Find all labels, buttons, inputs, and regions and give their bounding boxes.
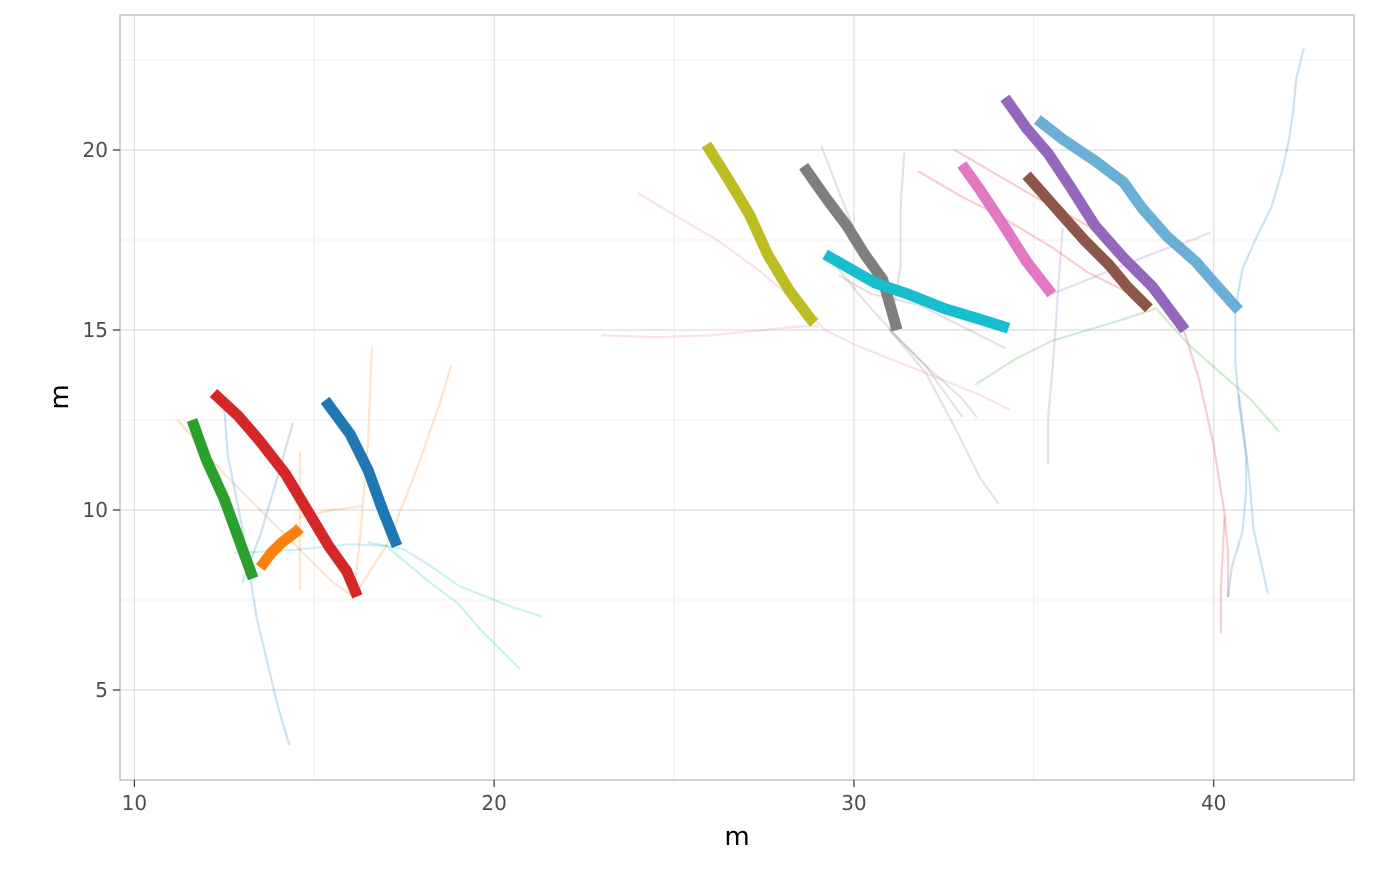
- background-trajectory-line: [385, 544, 521, 670]
- highlighted-trajectory-line: [957, 161, 1057, 298]
- panel-border: [119, 14, 1355, 781]
- y-axis-title: m: [45, 384, 75, 409]
- background-trajectory-line: [352, 346, 373, 598]
- highlighted-trajectory-line: [1022, 171, 1153, 313]
- x-axis-title: m: [724, 822, 749, 852]
- highlighted-trajectory-line: [799, 163, 903, 332]
- background-trajectory-line: [601, 325, 819, 339]
- y-tick-label: 10: [83, 498, 108, 522]
- x-tick-label: 30: [841, 791, 866, 815]
- major-gridlines: [120, 15, 1354, 780]
- y-tick-label: 20: [83, 138, 108, 162]
- x-tick-label: 40: [1201, 791, 1226, 815]
- highlighted-trajectory-line: [1000, 94, 1190, 334]
- background-trajectory-line: [1047, 228, 1064, 465]
- y-tick-label: 5: [95, 678, 108, 702]
- x-axis-ticks: 10 20 30 40: [122, 780, 1226, 815]
- highlighted-trajectory-line: [209, 388, 363, 599]
- y-tick-label: 15: [83, 318, 108, 342]
- background-trajectory-line: [975, 307, 1280, 432]
- background-trajectory-line: [917, 170, 1125, 292]
- background-trajectory-line: [1050, 231, 1212, 296]
- background-trajectory-line: [838, 274, 1007, 350]
- background-trajectory-line: [888, 328, 999, 504]
- background-trajectory-line: [1237, 393, 1269, 594]
- background-trajectory-line: [1219, 516, 1226, 634]
- highlighted-trajectory-line: [320, 396, 403, 549]
- background-trajectory-line: [637, 192, 1010, 411]
- highlighted-trajectory-line: [186, 418, 259, 581]
- highlighted-trajectories: [186, 94, 1243, 599]
- background-trajectory-line: [831, 260, 963, 418]
- highlighted-trajectory-line: [1034, 115, 1243, 314]
- highlighted-trajectory-line: [255, 524, 304, 571]
- x-tick-label: 20: [481, 791, 506, 815]
- highlighted-trajectory-line: [701, 141, 819, 327]
- panel-background: [120, 15, 1354, 780]
- x-tick-label: 10: [122, 791, 147, 815]
- background-trajectory-line: [888, 152, 906, 332]
- background-trajectory-line: [352, 364, 453, 598]
- background-trajectory-line: [1234, 48, 1305, 310]
- background-trajectory-line: [367, 541, 542, 618]
- y-axis-ticks: 5 10 15 20: [83, 138, 120, 702]
- highlighted-trajectory-line: [822, 249, 1011, 334]
- background-trajectory-line: [888, 328, 978, 418]
- background-trajectory-line: [1227, 307, 1248, 598]
